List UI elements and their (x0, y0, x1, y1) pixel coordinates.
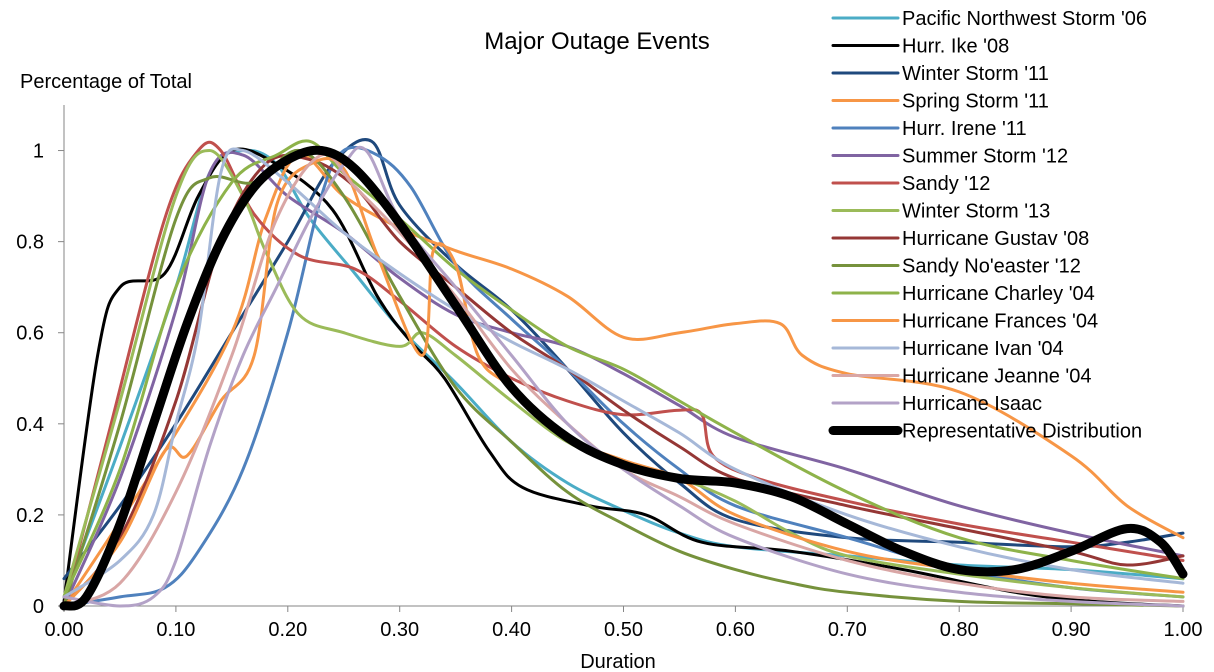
legend-item: Winter Storm '13 (831, 201, 1050, 223)
x-tick-label: 1.00 (1164, 619, 1203, 641)
x-tick-label: 0.40 (492, 619, 531, 641)
legend-item: Winter Storm '11 (831, 63, 1049, 85)
y-axis-label: Percentage of Total (20, 71, 192, 93)
legend-item: Hurricane Ivan '04 (831, 338, 1064, 360)
legend-label: Pacific Northwest Storm '06 (902, 8, 1147, 30)
y-tick-label: 1 (33, 141, 44, 163)
x-tick-label: 0.70 (828, 619, 867, 641)
legend-label: Sandy '12 (902, 173, 990, 195)
legend-label: Sandy No'easter '12 (902, 256, 1081, 278)
chart-title: Major Outage Events (484, 28, 709, 55)
legend-label: Hurricane Gustav '08 (902, 228, 1089, 250)
axes: 0.00 0.10 0.20 0.30 0.40 0.50 0.60 0.70 0.80 0.90… (16, 105, 1202, 641)
legend-item: Hurricane Charley '04 (831, 283, 1095, 305)
legend-label: Hurricane Jeanne '04 (902, 366, 1092, 388)
legend-item: Hurricane Frances '04 (831, 311, 1098, 333)
legend-label: Hurricane Frances '04 (902, 311, 1098, 333)
legend-label: Hurricane Ivan '04 (902, 338, 1064, 360)
legend-label: Representative Distribution (902, 421, 1142, 443)
x-tick-label: 0.90 (1052, 619, 1091, 641)
legend-item: Hurricane Gustav '08 (831, 228, 1089, 250)
legend-item: Sandy '12 (831, 173, 990, 195)
legend-label: Winter Storm '13 (902, 201, 1050, 223)
legend-item: Pacific Northwest Storm '06 (831, 8, 1147, 30)
legend-item: Summer Storm '12 (831, 146, 1068, 168)
x-axis-label: Duration (580, 651, 656, 672)
y-tick-label: 0.2 (16, 505, 44, 527)
x-tick-label: 0.20 (268, 619, 307, 641)
series-line-1 (62, 147, 1185, 608)
legend-item: Hurr. Irene '11 (831, 118, 1027, 140)
series-lines (59, 138, 1188, 611)
legend-label: Winter Storm '11 (902, 63, 1049, 85)
legend-item: Hurricane Jeanne '04 (831, 366, 1092, 388)
series-line-9 (62, 149, 1185, 608)
y-tick-label: 0.8 (16, 232, 44, 254)
x-tick-label: 0.00 (45, 619, 84, 641)
y-tick-label: 0.6 (16, 323, 44, 345)
legend-label: Summer Storm '12 (902, 146, 1068, 168)
series-line-3 (62, 153, 1185, 608)
x-tick-label: 0.50 (604, 619, 643, 641)
series-line-15 (59, 145, 1188, 611)
legend-item: Spring Storm '11 (831, 91, 1049, 113)
x-tick-label: 0.80 (940, 619, 979, 641)
legend-item: Hurr. Ike '08 (831, 36, 1009, 58)
series-line-7 (62, 149, 1185, 599)
legend: Pacific Northwest Storm '06 Hurr. Ike '08… (828, 8, 1147, 443)
legend-item: Hurricane Isaac (831, 393, 1042, 415)
series-line-13 (62, 152, 1185, 608)
series-line-14 (62, 145, 1185, 608)
y-tick-label: 0.4 (16, 414, 44, 436)
legend-label: Hurr. Irene '11 (902, 118, 1027, 140)
legend-label: Hurricane Charley '04 (902, 283, 1095, 305)
legend-label: Hurr. Ike '08 (902, 36, 1009, 58)
x-tick-label: 0.10 (156, 619, 195, 641)
y-tick-label: 0 (33, 596, 44, 618)
legend-label: Hurricane Isaac (902, 393, 1042, 415)
legend-item: Sandy No'easter '12 (831, 256, 1081, 278)
series-line-4 (62, 145, 1185, 608)
x-tick-label: 0.30 (380, 619, 419, 641)
legend-item: Representative Distribution (828, 421, 1142, 443)
legend-label: Spring Storm '11 (902, 91, 1049, 113)
series-line-10 (62, 139, 1185, 599)
series-line-12 (62, 147, 1185, 599)
series-line-11 (62, 157, 1185, 608)
x-tick-label: 0.60 (716, 619, 755, 641)
